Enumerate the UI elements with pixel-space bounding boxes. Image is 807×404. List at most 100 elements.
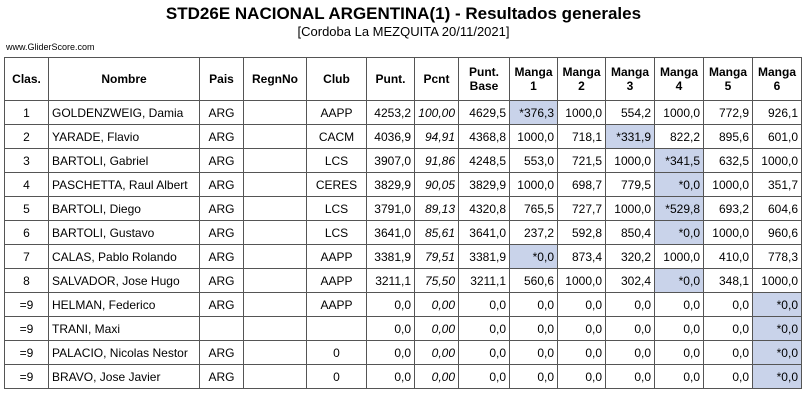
cell-manga-5: 632,5 <box>703 148 753 173</box>
cell-nombre: PASCHETTA, Raul Albert <box>48 172 200 197</box>
cell-manga-6: 604,6 <box>752 196 802 221</box>
cell-manga-6: *0,0 <box>752 292 802 317</box>
cell-manga-5: 0,0 <box>703 364 753 389</box>
cell-manga-3: 0,0 <box>605 340 655 365</box>
header-nombre: Nombre <box>48 57 200 101</box>
header-club: Club <box>306 57 367 101</box>
table-row: 4 PASCHETTA, Raul Albert ARG CERES 3829,9 90,… <box>4 172 802 197</box>
cell-clas: =9 <box>4 316 49 341</box>
cell-manga-5: 1000,0 <box>703 172 753 197</box>
cell-manga-5: 0,0 <box>703 292 753 317</box>
cell-manga-6: 960,6 <box>752 220 802 245</box>
cell-club <box>306 316 367 341</box>
cell-manga-4: *341,5 <box>654 148 704 173</box>
cell-pcnt: 75,50 <box>414 268 459 293</box>
cell-punt: 4036,9 <box>366 124 415 149</box>
cell-nombre: PALACIO, Nicolas Nestor <box>48 340 200 365</box>
cell-punt-base: 0,0 <box>458 364 510 389</box>
cell-manga-6: 1000,0 <box>752 148 802 173</box>
header-pcnt: Pcnt <box>414 57 459 101</box>
cell-clas: 6 <box>4 220 49 245</box>
cell-punt-base: 3381,9 <box>458 244 510 269</box>
page-title: STD26E NACIONAL ARGENTINA(1) - Resultado… <box>165 4 642 23</box>
cell-manga-6: 351,7 <box>752 172 802 197</box>
cell-regnno <box>243 292 307 317</box>
cell-manga-3: 1000,0 <box>605 148 655 173</box>
cell-pcnt: 0,00 <box>414 292 459 317</box>
cell-club: AAPP <box>306 268 367 293</box>
header-manga-2: Manga 2 <box>557 57 606 101</box>
cell-manga-1: 1000,0 <box>509 124 558 149</box>
cell-manga-4: 0,0 <box>654 316 704 341</box>
cell-clas: 4 <box>4 172 49 197</box>
cell-pcnt: 0,00 <box>414 340 459 365</box>
cell-pais: ARG <box>199 292 244 317</box>
cell-manga-2: 0,0 <box>557 340 606 365</box>
table-row: 3 BARTOLI, Gabriel ARG LCS 3907,0 91,86 4248,5… <box>4 148 802 173</box>
cell-manga-1: 1000,0 <box>509 172 558 197</box>
cell-regnno <box>243 268 307 293</box>
cell-manga-5: 1000,0 <box>703 220 753 245</box>
cell-manga-4: 1000,0 <box>654 244 704 269</box>
cell-manga-3: 779,5 <box>605 172 655 197</box>
table-row: =9 TRANI, Maxi 0,0 0,00 0,0 0,0 0,0 0,0 0,0 0,0 *0… <box>4 316 802 341</box>
cell-punt-base: 0,0 <box>458 340 510 365</box>
cell-manga-5: 0,0 <box>703 316 753 341</box>
cell-clas: =9 <box>4 364 49 389</box>
cell-punt: 4253,2 <box>366 100 415 125</box>
header-clas: Clas. <box>4 57 49 101</box>
cell-manga-3: 320,2 <box>605 244 655 269</box>
cell-manga-2: 1000,0 <box>557 268 606 293</box>
cell-manga-1: *0,0 <box>509 244 558 269</box>
cell-manga-3: 850,4 <box>605 220 655 245</box>
cell-pcnt: 0,00 <box>414 364 459 389</box>
header-manga-3: Manga 3 <box>605 57 655 101</box>
table-row: 2 YARADE, Flavio ARG CACM 4036,9 94,91 4368,8 1… <box>4 124 802 149</box>
cell-manga-1: 0,0 <box>509 316 558 341</box>
cell-manga-5: 348,1 <box>703 268 753 293</box>
table-row: 7 CALAS, Pablo Rolando ARG AAPP 3381,9 79,51 3… <box>4 244 802 269</box>
cell-manga-1: 553,0 <box>509 148 558 173</box>
cell-punt-base: 4368,8 <box>458 124 510 149</box>
cell-manga-2: 873,4 <box>557 244 606 269</box>
cell-pais: ARG <box>199 124 244 149</box>
cell-nombre: YARADE, Flavio <box>48 124 200 149</box>
cell-manga-5: 0,0 <box>703 340 753 365</box>
cell-manga-6: *0,0 <box>752 364 802 389</box>
cell-nombre: BRAVO, Jose Javier <box>48 364 200 389</box>
cell-punt-base: 4248,5 <box>458 148 510 173</box>
cell-manga-2: 0,0 <box>557 364 606 389</box>
cell-punt: 3641,0 <box>366 220 415 245</box>
cell-manga-4: 0,0 <box>654 340 704 365</box>
cell-pcnt: 100,00 <box>414 100 459 125</box>
cell-club: CERES <box>306 172 367 197</box>
cell-manga-6: 601,0 <box>752 124 802 149</box>
cell-club: LCS <box>306 196 367 221</box>
cell-clas: 3 <box>4 148 49 173</box>
header-manga-6: Manga 6 <box>752 57 802 101</box>
header-regnno: RegnNo <box>243 57 307 101</box>
cell-manga-1: 560,6 <box>509 268 558 293</box>
cell-manga-5: 772,9 <box>703 100 753 125</box>
cell-clas: 7 <box>4 244 49 269</box>
cell-punt-base: 4320,8 <box>458 196 510 221</box>
cell-nombre: BARTOLI, Gustavo <box>48 220 200 245</box>
cell-manga-3: 302,4 <box>605 268 655 293</box>
table-row: 5 BARTOLI, Diego ARG LCS 3791,0 89,13 4320,8 76… <box>4 196 802 221</box>
cell-pais: ARG <box>199 220 244 245</box>
cell-clas: 8 <box>4 268 49 293</box>
cell-regnno <box>243 244 307 269</box>
cell-regnno <box>243 148 307 173</box>
cell-manga-3: 0,0 <box>605 316 655 341</box>
site-label: www.GliderScore.com <box>6 42 95 52</box>
cell-regnno <box>243 124 307 149</box>
cell-manga-2: 1000,0 <box>557 100 606 125</box>
cell-clas: =9 <box>4 292 49 317</box>
cell-regnno <box>243 172 307 197</box>
cell-manga-1: *376,3 <box>509 100 558 125</box>
cell-punt: 0,0 <box>366 292 415 317</box>
cell-clas: 1 <box>4 100 49 125</box>
cell-regnno <box>243 340 307 365</box>
header-row: Clas. Nombre Pais RegnNo Club Punt. Pcnt Punt. B… <box>4 57 802 101</box>
cell-manga-2: 718,1 <box>557 124 606 149</box>
